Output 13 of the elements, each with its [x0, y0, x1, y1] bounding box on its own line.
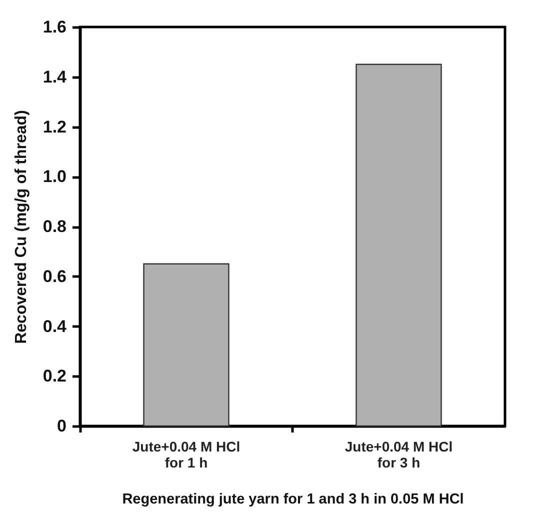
x-tick-label: Jute+0.04 M HCl for 3 h: [344, 438, 453, 470]
x-axis-title: Regenerating jute yarn for 1 and 3 h in 0.05 M HCl: [122, 492, 464, 508]
y-tick-label: 0.6: [42, 266, 66, 286]
y-tick-label: 0.2: [42, 366, 66, 386]
y-tick-label: 1.6: [42, 18, 66, 36]
y-tick-label: 1.4: [42, 67, 68, 86]
y-axis-title: Recovered Cu (mg/g of thread): [12, 110, 30, 344]
x-tick-label: Jute+0.04 M HCl for 1 h: [132, 438, 240, 470]
y-tick-label: 1.0: [42, 167, 66, 186]
y-tick-label: 0.8: [42, 217, 66, 236]
y-tick-label: 1.2: [42, 117, 66, 136]
y-tick-label: 0.4: [42, 316, 68, 336]
y-tick-label: 0: [57, 416, 66, 436]
